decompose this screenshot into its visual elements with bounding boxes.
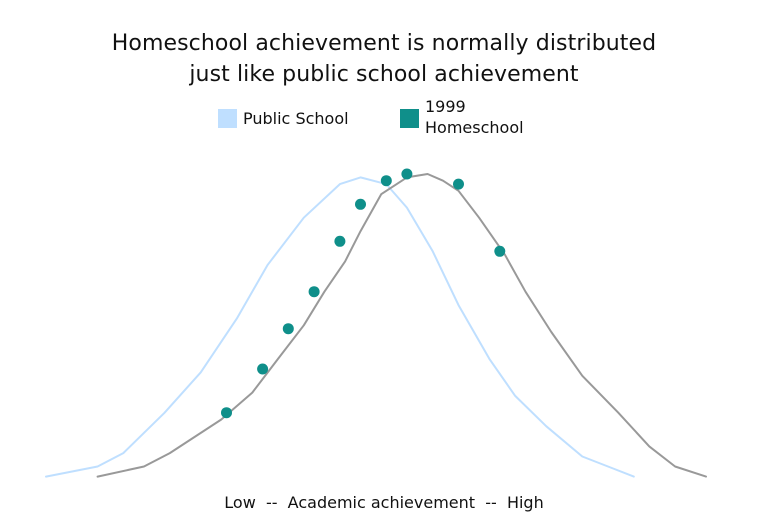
homeschool-data-point xyxy=(380,175,392,187)
homeschool-markers xyxy=(221,168,506,419)
homeschool-data-point xyxy=(401,168,413,180)
chart-title-line-1: Homeschool achievement is normally distr… xyxy=(111,31,657,56)
x-axis-label: Low -- Academic achievement -- High xyxy=(224,493,544,512)
legend-homeschool: 1999 Homeschool xyxy=(400,96,545,138)
chart-title-line-2: just like public school achievement xyxy=(189,62,579,87)
homeschool-series-line xyxy=(96,173,707,478)
homeschool-data-point xyxy=(308,286,320,298)
homeschool-data-point xyxy=(355,198,366,210)
chart-title: Homeschool achievement is normally distr… xyxy=(0,28,768,90)
homeschool-data-point xyxy=(221,407,232,419)
public-school-series-line xyxy=(45,176,635,478)
legend-swatch-public-school xyxy=(218,109,237,128)
legend-label-public-school: Public School xyxy=(243,109,349,128)
homeschool-data-point xyxy=(494,245,506,257)
homeschool-data-point xyxy=(257,363,269,375)
legend-label-homeschool: 1999 Homeschool xyxy=(425,97,524,137)
homeschool-data-point xyxy=(453,178,464,190)
homeschool-data-point xyxy=(282,323,294,335)
homeschool-data-point xyxy=(334,235,346,247)
legend-public-school: Public School xyxy=(218,108,349,129)
legend-swatch-homeschool xyxy=(400,109,419,128)
